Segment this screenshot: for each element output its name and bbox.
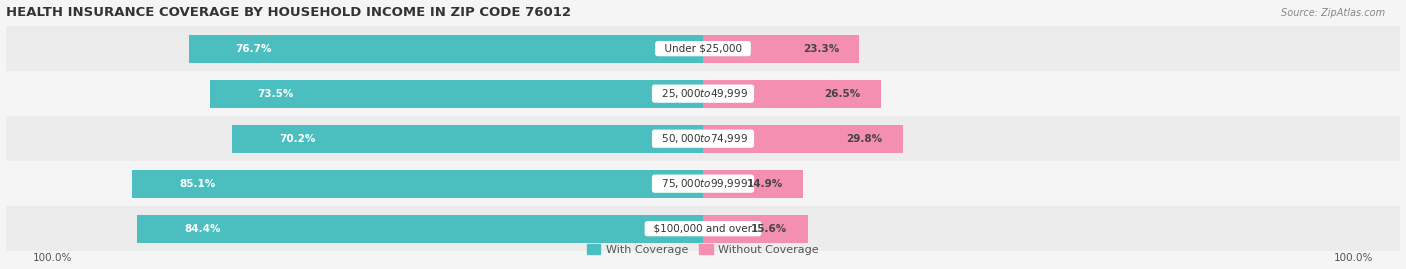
Text: 23.3%: 23.3%: [803, 44, 839, 54]
Bar: [0, 71, 1406, 116]
Text: 100.0%: 100.0%: [1334, 253, 1374, 263]
Text: $75,000 to $99,999: $75,000 to $99,999: [655, 177, 751, 190]
Bar: [703, 215, 807, 243]
Text: $50,000 to $74,999: $50,000 to $74,999: [655, 132, 751, 145]
Text: Under $25,000: Under $25,000: [658, 44, 748, 54]
Bar: [703, 170, 803, 198]
Text: 73.5%: 73.5%: [257, 89, 294, 99]
Text: 15.6%: 15.6%: [751, 224, 787, 234]
Bar: [232, 125, 703, 153]
Bar: [703, 125, 903, 153]
Bar: [0, 116, 1406, 161]
Text: 70.2%: 70.2%: [280, 134, 315, 144]
Text: 26.5%: 26.5%: [824, 89, 860, 99]
Bar: [188, 35, 703, 63]
Text: Source: ZipAtlas.com: Source: ZipAtlas.com: [1281, 8, 1385, 18]
Bar: [0, 161, 1406, 206]
Text: 29.8%: 29.8%: [846, 134, 883, 144]
Text: 85.1%: 85.1%: [179, 179, 215, 189]
Text: 76.7%: 76.7%: [236, 44, 273, 54]
Text: 14.9%: 14.9%: [747, 179, 783, 189]
Text: 100.0%: 100.0%: [32, 253, 72, 263]
Bar: [132, 170, 703, 198]
Bar: [703, 80, 880, 108]
Bar: [136, 215, 703, 243]
Text: $25,000 to $49,999: $25,000 to $49,999: [655, 87, 751, 100]
Legend: With Coverage, Without Coverage: With Coverage, Without Coverage: [582, 240, 824, 259]
Text: $100,000 and over: $100,000 and over: [647, 224, 759, 234]
Bar: [209, 80, 703, 108]
Bar: [0, 26, 1406, 71]
Bar: [0, 206, 1406, 251]
Text: 84.4%: 84.4%: [184, 224, 221, 234]
Text: HEALTH INSURANCE COVERAGE BY HOUSEHOLD INCOME IN ZIP CODE 76012: HEALTH INSURANCE COVERAGE BY HOUSEHOLD I…: [6, 6, 571, 19]
Bar: [703, 35, 859, 63]
